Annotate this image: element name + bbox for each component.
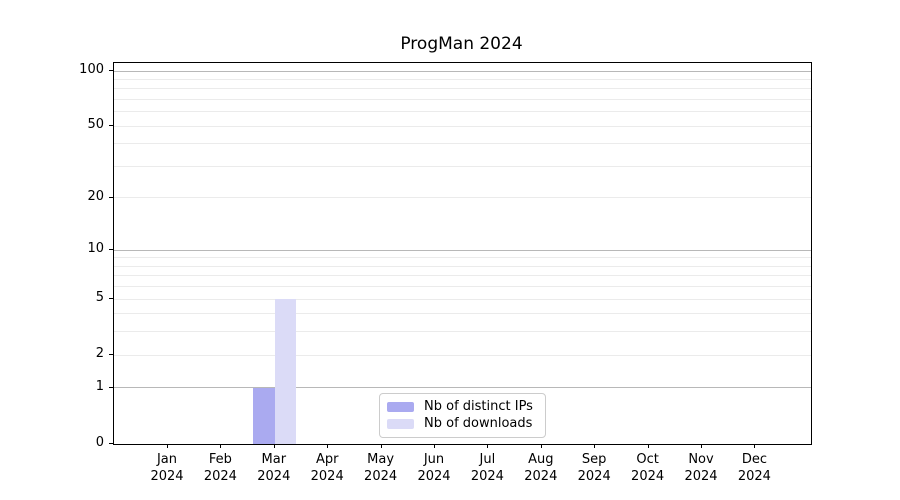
legend-swatch-downloads: [387, 418, 414, 429]
major-gridline: [114, 70, 811, 72]
minor-gridline: [114, 88, 811, 90]
y-tick-label: 0: [95, 435, 104, 450]
y-tick-label: 100: [79, 62, 104, 77]
bar-mar-series-0: [253, 387, 275, 444]
y-tick-mark: [109, 386, 113, 388]
minor-gridline: [114, 298, 811, 300]
minor-gridline: [114, 286, 811, 288]
y-tick-mark: [109, 125, 113, 127]
y-tick-mark: [109, 249, 113, 251]
x-tick-label-dec: Dec 2024: [737, 452, 771, 484]
minor-gridline: [114, 143, 811, 145]
x-tick-mark: [220, 444, 222, 448]
x-tick-label-sep: Sep 2024: [577, 452, 611, 484]
legend: Nb of distinct IPs Nb of downloads: [379, 393, 546, 438]
x-tick-label-mar: Mar 2024: [257, 452, 291, 484]
minor-gridline: [114, 354, 811, 356]
x-tick-label-feb: Feb 2024: [203, 452, 237, 484]
y-tick-label: 1: [95, 378, 104, 394]
x-tick-mark: [327, 444, 329, 448]
y-tick-mark: [109, 354, 113, 356]
minor-gridline: [114, 265, 811, 267]
minor-gridline: [114, 313, 811, 315]
y-tick-label: 20: [87, 188, 104, 204]
y-tick-label: 50: [87, 117, 104, 133]
minor-gridline: [114, 125, 811, 127]
x-tick-mark: [594, 444, 596, 448]
x-tick-label-may: May 2024: [364, 452, 398, 484]
x-tick-label-aug: Aug 2024: [524, 452, 558, 484]
major-gridline: [114, 387, 811, 389]
legend-label-distinct-ips: Nb of distinct IPs: [424, 399, 533, 414]
x-tick-mark: [540, 444, 542, 448]
y-tick-label: 5: [95, 290, 104, 306]
x-tick-label-jan: Jan 2024: [150, 452, 184, 484]
minor-gridline: [114, 111, 811, 113]
x-tick-label-oct: Oct 2024: [631, 452, 665, 484]
bar-mar-series-1: [274, 299, 297, 444]
y-tick-mark: [109, 70, 113, 71]
x-tick-mark: [434, 444, 435, 448]
y-tick-label: 10: [87, 241, 104, 257]
minor-gridline: [114, 165, 811, 167]
minor-gridline: [114, 331, 811, 333]
x-tick-mark: [701, 444, 702, 448]
minor-gridline: [114, 257, 811, 259]
y-tick-mark: [109, 443, 113, 444]
minor-gridline: [114, 98, 811, 100]
minor-gridline: [114, 197, 811, 199]
y-tick-label: 2: [95, 346, 104, 362]
x-tick-label-jun: Jun 2024: [417, 452, 451, 484]
x-tick-mark: [380, 444, 382, 448]
legend-entry-downloads: Nb of downloads: [387, 415, 537, 432]
y-tick-mark: [109, 298, 113, 300]
y-tick-mark: [109, 196, 113, 198]
legend-entry-distinct-ips: Nb of distinct IPs: [387, 398, 537, 415]
x-tick-mark: [647, 444, 649, 448]
x-tick-mark: [167, 444, 168, 448]
x-tick-mark: [273, 444, 275, 448]
x-tick-mark: [754, 444, 756, 448]
legend-swatch-distinct-ips: [387, 401, 414, 412]
x-tick-mark: [487, 444, 489, 448]
minor-gridline: [114, 275, 811, 277]
plot-area: Nb of distinct IPs Nb of downloads: [113, 62, 812, 445]
major-gridline: [114, 249, 811, 251]
minor-gridline: [114, 78, 811, 80]
legend-label-downloads: Nb of downloads: [424, 416, 533, 431]
chart-title: ProgMan 2024: [400, 34, 523, 54]
x-tick-label-apr: Apr 2024: [310, 452, 344, 484]
x-tick-label-nov: Nov 2024: [684, 452, 718, 484]
x-tick-label-jul: Jul 2024: [470, 452, 504, 484]
